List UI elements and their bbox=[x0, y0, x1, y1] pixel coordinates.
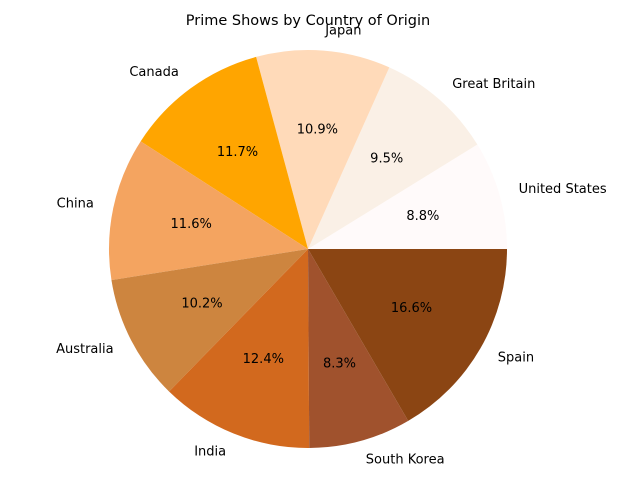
pct-label-india: 12.4% bbox=[243, 352, 284, 367]
pie-category-labels: United States Great Britain Japan Canada Chi… bbox=[56, 23, 607, 467]
pct-label-japan: 10.9% bbox=[297, 123, 338, 138]
pct-label-canada: 11.7% bbox=[217, 145, 258, 160]
pct-label-united-states: 8.8% bbox=[406, 209, 439, 224]
slice-south-korea bbox=[308, 249, 409, 448]
category-label-canada: Canada bbox=[129, 65, 178, 80]
pct-label-china: 11.6% bbox=[171, 217, 212, 232]
pct-label-great-britain: 9.5% bbox=[370, 152, 403, 167]
pie-slices bbox=[109, 49, 508, 449]
pct-label-spain: 16.6% bbox=[391, 301, 432, 316]
pct-label-australia: 10.2% bbox=[181, 296, 222, 311]
category-label-japan: Japan bbox=[324, 23, 361, 38]
category-label-india: India bbox=[194, 445, 226, 460]
category-label-south-korea: South Korea bbox=[366, 453, 445, 468]
slice-spain bbox=[308, 249, 507, 421]
slice-australia bbox=[111, 249, 308, 392]
category-label-spain: Spain bbox=[498, 351, 534, 366]
slice-china bbox=[109, 141, 308, 281]
category-label-australia: Australia bbox=[56, 342, 114, 357]
pie-percent-labels: 8.8% 9.5% 10.9% 11.7% 11.6% 10.2% 12.4% 8.3% 16.… bbox=[171, 123, 440, 372]
slice-united-states bbox=[308, 144, 508, 249]
category-label-united-states: United States bbox=[519, 182, 607, 197]
slice-great-britain bbox=[308, 67, 478, 250]
slice-canada bbox=[140, 56, 308, 249]
slice-japan bbox=[256, 49, 390, 249]
slice-india bbox=[169, 249, 310, 449]
pct-label-south-korea: 8.3% bbox=[323, 357, 356, 372]
category-label-great-britain: Great Britain bbox=[452, 77, 535, 92]
category-label-china: China bbox=[57, 196, 94, 211]
chart-title: Prime Shows by Country of Origin bbox=[186, 13, 430, 29]
